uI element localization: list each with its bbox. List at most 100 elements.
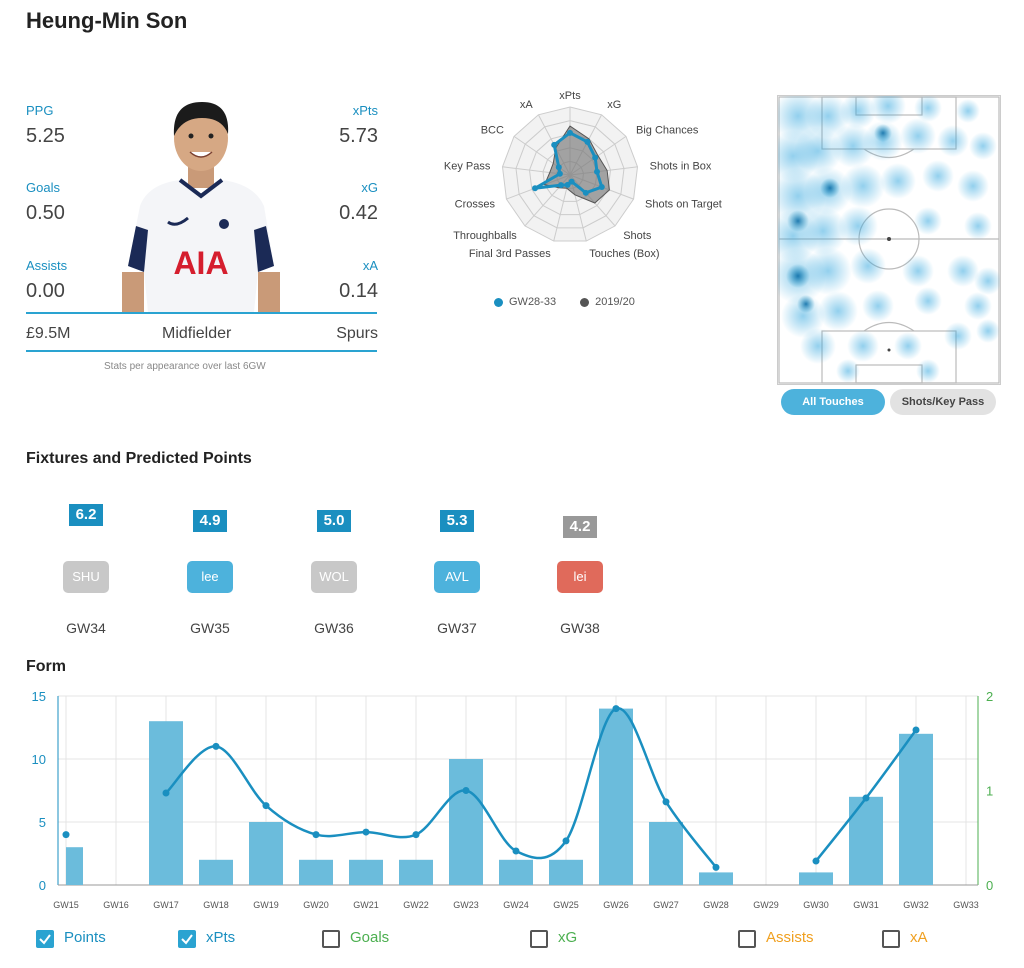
heat-blob	[964, 292, 992, 320]
all-touches-button[interactable]: All Touches	[781, 389, 885, 415]
radar-axis-label: xPts	[559, 90, 581, 102]
radar-axis-label: xA	[520, 99, 534, 111]
xpts-value: 5.73	[339, 125, 378, 147]
radar-point	[594, 168, 601, 175]
heat-blob	[914, 96, 942, 122]
shots-key-pass-button[interactable]: Shots/Key Pass	[890, 389, 996, 415]
xg-label: xG	[361, 180, 378, 195]
stats-note: Stats per appearance over last 6GW	[104, 361, 266, 372]
toggle-xpts-checkbox[interactable]	[178, 930, 196, 948]
radar-axis-label: Crosses	[455, 198, 496, 210]
points-bar	[349, 859, 383, 885]
fixtures-title: Fixtures and Predicted Points	[26, 450, 252, 467]
toggle-xa-label[interactable]: xA	[910, 929, 928, 946]
form-chart: 0 5 10 15 0 1 2 GW15 GW16 GW17 GW18 GW19 GW20 GW21 GW2…	[32, 689, 994, 910]
y-tick-left: 5	[39, 815, 46, 830]
ppg-value: 5.25	[26, 125, 65, 147]
toggle-xg-label[interactable]: xG	[558, 929, 578, 946]
fixture-opponent[interactable]: WOL	[311, 561, 357, 593]
radar-axis-label: xG	[607, 99, 621, 111]
x-tick-label: GW29	[753, 900, 779, 910]
points-bar	[849, 796, 883, 885]
heat-blob	[922, 160, 954, 192]
xpts-point	[162, 789, 170, 797]
x-tick-label: GW18	[203, 900, 229, 910]
toggle-xa-checkbox[interactable]	[882, 930, 900, 948]
radar-axis-label: Shots in Box	[650, 160, 712, 172]
heat-blob	[976, 319, 1000, 343]
heat-blob	[957, 170, 989, 202]
x-tick-label: GW23	[453, 900, 479, 910]
x-tick-label: GW30	[803, 900, 829, 910]
y-tick-left: 15	[32, 689, 46, 704]
y-tick-left: 0	[39, 878, 46, 893]
radar-point	[568, 178, 575, 185]
x-tick-label: GW16	[103, 900, 129, 910]
toggle-assists-checkbox[interactable]	[738, 930, 756, 948]
radar-ring	[528, 133, 612, 216]
points-bar	[449, 759, 483, 885]
y-tick-right: 2	[986, 689, 993, 704]
heat-blob	[850, 248, 886, 284]
fixture-gameweek: GW37	[437, 620, 477, 636]
xpts-label: xPts	[352, 103, 378, 118]
points-bar	[149, 721, 183, 885]
check-icon	[181, 934, 193, 945]
toggle-points-label[interactable]: Points	[64, 929, 106, 946]
toggle-goals-checkbox[interactable]	[322, 930, 340, 948]
points-bar	[199, 859, 233, 885]
xa-value: 0.14	[339, 280, 378, 302]
goals-value: 0.50	[26, 202, 65, 224]
radar-axis-label: Shots	[623, 230, 652, 242]
heat-blob	[916, 359, 940, 383]
heat-blob-hot	[874, 124, 892, 142]
x-tick-label: GW31	[853, 900, 879, 910]
xpts-point	[712, 863, 720, 871]
points-bar	[299, 859, 333, 885]
y-tick-right: 0	[986, 878, 993, 893]
heat-blob	[947, 255, 979, 287]
radar-axis-label: Final 3rd Passes	[469, 248, 551, 260]
fixture-opponent[interactable]: AVL	[434, 561, 480, 593]
x-tick-label: GW32	[903, 900, 929, 910]
fixture-opponent[interactable]: SHU	[63, 561, 109, 593]
radar-axis-label: BCC	[481, 124, 504, 136]
x-tick-label: GW22	[403, 900, 429, 910]
shirt-sponsor: AIA	[173, 245, 228, 281]
ppg-label: PPG	[26, 103, 54, 118]
radar-point	[551, 141, 558, 148]
points-bar	[399, 859, 433, 885]
radar-axis-label: Key Pass	[444, 160, 491, 172]
fixture-opponent[interactable]: lei	[557, 561, 603, 593]
radar-point	[564, 181, 571, 188]
radar-point	[567, 129, 573, 136]
check-icon	[39, 934, 51, 945]
toggle-xpts-label[interactable]: xPts	[206, 929, 236, 946]
xpts-point	[812, 857, 820, 865]
fixture-gameweek: GW34	[66, 620, 106, 636]
toggle-assists-label[interactable]: Assists	[766, 929, 814, 946]
heat-blob	[847, 330, 879, 362]
toggle-goals-label[interactable]: Goals	[350, 929, 390, 946]
toggle-points-checkbox[interactable]	[36, 930, 54, 948]
x-tick-label: GW20	[303, 900, 329, 910]
legend-season-label: 2019/20	[595, 296, 635, 308]
stats-divider-bottom	[26, 350, 377, 352]
toggle-xg-checkbox[interactable]	[530, 930, 548, 948]
fixture-opponent[interactable]: lee	[187, 561, 233, 593]
predicted-points: 4.9	[193, 510, 227, 532]
x-tick-label: GW19	[253, 900, 279, 910]
heat-blob	[902, 255, 934, 287]
heat-blob	[838, 206, 878, 246]
radar-axis-label: Big Chances	[636, 124, 699, 136]
x-tick-label: GW33	[953, 900, 979, 910]
x-tick-label: GW28	[703, 900, 729, 910]
heat-blob	[799, 207, 847, 255]
radar-axis-label: Shots on Target	[645, 198, 722, 210]
xpts-point	[612, 705, 620, 713]
heat-blob	[870, 96, 906, 124]
radar-axis-label: Throughballs	[453, 230, 517, 242]
assists-label: Assists	[26, 258, 68, 273]
legend-current-label: GW28-33	[509, 296, 557, 308]
radar-point	[555, 164, 562, 171]
